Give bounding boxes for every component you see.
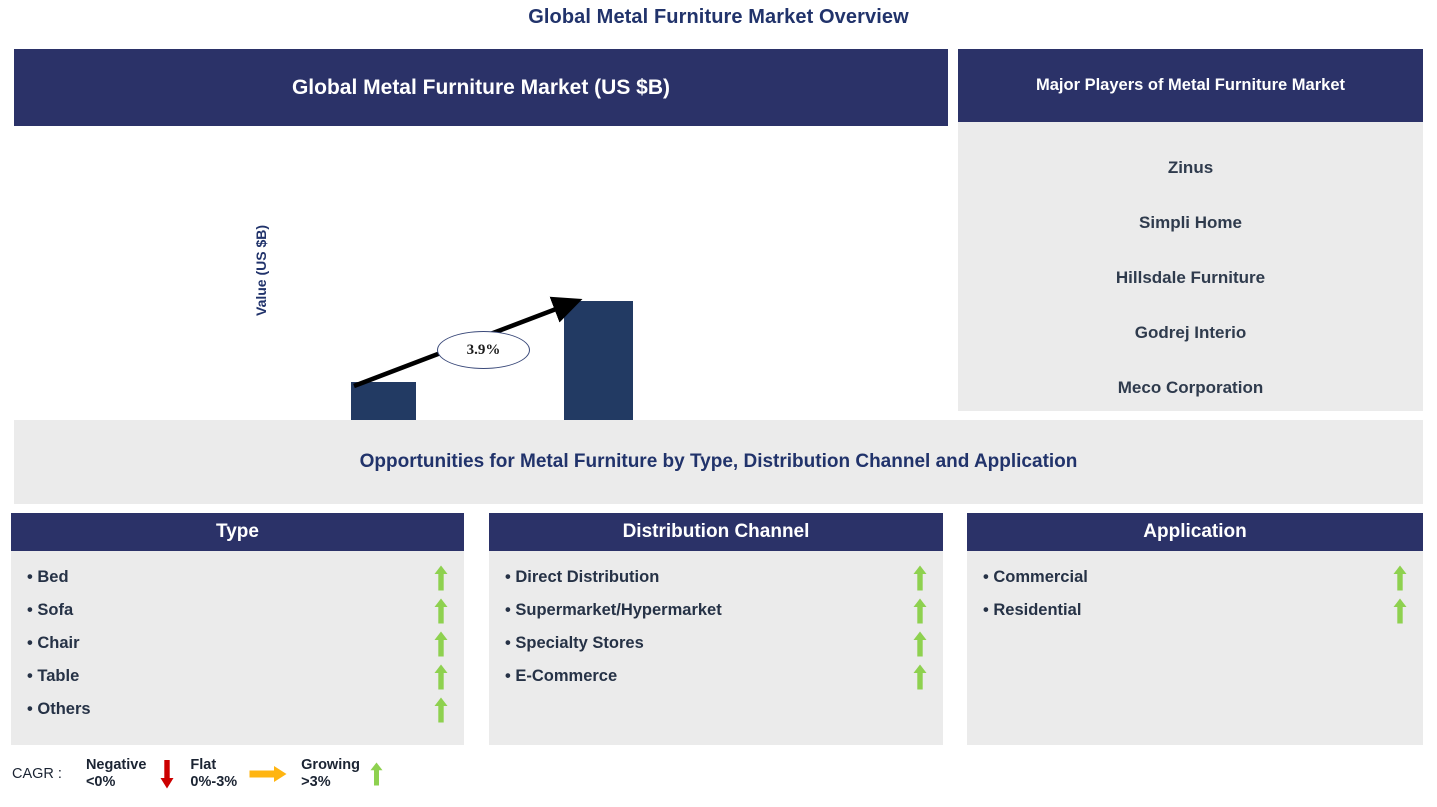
cagr-value: 3.9% [466, 341, 501, 358]
panel-type: Type Bed Sofa Chair Table Others [11, 513, 464, 745]
panel-application-body: Commercial Residential [967, 551, 1423, 745]
list-item: E-Commerce [505, 660, 927, 693]
trend-up-arrow-icon [913, 631, 927, 656]
panel-distribution-channel-header: Distribution Channel [489, 513, 943, 551]
list-item: Direct Distribution [505, 561, 927, 594]
panel-application-header: Application [967, 513, 1423, 551]
chart-header-label: Global Metal Furniture Market (US $B) [291, 75, 671, 99]
list-item-label: Residential [983, 601, 1081, 620]
chart-header: Global Metal Furniture Market (US $B) [14, 49, 948, 126]
panel-type-header: Type [11, 513, 464, 551]
trend-flat-arrow-icon [249, 765, 287, 782]
trend-up-arrow-icon [434, 565, 448, 590]
chart-y-axis-label: Value (US $B) [253, 224, 269, 316]
list-item: Residential [983, 594, 1407, 627]
market-chart-card: Global Metal Furniture Market (US $B) Va… [14, 49, 948, 483]
trend-up-arrow-icon [913, 565, 927, 590]
trend-up-arrow-icon [1393, 598, 1407, 623]
list-item: Supermarket/Hypermarket [505, 594, 927, 627]
list-item: Table [27, 660, 448, 693]
major-players-header-label: Major Players of Metal Furniture Market [1036, 75, 1345, 94]
list-item: Others [27, 693, 448, 726]
trend-up-arrow-icon [1393, 565, 1407, 590]
trend-up-arrow-icon [434, 697, 448, 722]
opportunities-banner-label: Opportunities for Metal Furniture by Typ… [359, 451, 1078, 472]
trend-up-arrow-icon [913, 664, 927, 689]
list-item: Sofa [27, 594, 448, 627]
panel-distribution-channel: Distribution Channel Direct Distribution… [489, 513, 943, 745]
list-item-label: Bed [27, 568, 68, 587]
trend-up-arrow-icon [434, 664, 448, 689]
cagr-legend-growing-label: Growing >3% [301, 757, 360, 790]
panel-distribution-channel-header-label: Distribution Channel [622, 521, 810, 542]
list-item: Specialty Stores [505, 627, 927, 660]
list-item-label: Specialty Stores [505, 634, 643, 653]
trend-up-arrow-icon [370, 762, 383, 786]
list-item: Simpli Home [1139, 212, 1242, 232]
list-item: Godrej Interio [1134, 322, 1247, 342]
list-item-label: Supermarket/Hypermarket [505, 601, 721, 620]
list-item-label: Direct Distribution [505, 568, 659, 587]
panel-type-body: Bed Sofa Chair Table Others [11, 551, 464, 745]
panel-type-header-label: Type [216, 521, 259, 542]
list-item: Bed [27, 561, 448, 594]
cagr-legend-growing: Growing >3% [301, 757, 383, 790]
cagr-legend-negative: Negative <0% [86, 757, 174, 790]
panel-application-header-label: Application [1143, 521, 1247, 542]
major-players-list: Zinus Simpli Home Hillsdale Furniture Go… [958, 122, 1423, 411]
major-players-card: Major Players of Metal Furniture Market … [958, 49, 1423, 411]
trend-up-arrow-icon [434, 598, 448, 623]
cagr-legend-negative-label: Negative <0% [85, 757, 147, 790]
opportunities-banner: Opportunities for Metal Furniture by Typ… [14, 420, 1423, 504]
page-title: Global Metal Furniture Market Overview [528, 6, 909, 28]
list-item: Hillsdale Furniture [1115, 267, 1266, 287]
major-players-header: Major Players of Metal Furniture Market [958, 49, 1423, 122]
cagr-legend: CAGR : Negative <0% Flat 0%-3% Growing >3% [12, 757, 383, 790]
list-item: Commercial [983, 561, 1407, 594]
list-item-label: Table [27, 667, 79, 686]
list-item-label: E-Commerce [505, 667, 617, 686]
list-item-label: Sofa [27, 601, 73, 620]
panel-application: Application Commercial Residential [967, 513, 1423, 745]
cagr-legend-flat: Flat 0%-3% [190, 757, 287, 790]
trend-up-arrow-icon [434, 631, 448, 656]
trend-down-arrow-icon [160, 759, 174, 789]
trend-up-arrow-icon [913, 598, 927, 623]
list-item: Meco Corporation [1117, 377, 1264, 397]
cagr-legend-title: CAGR : [12, 765, 62, 782]
list-item-label: Commercial [983, 568, 1087, 587]
cagr-legend-flat-label: Flat 0%-3% [190, 757, 238, 790]
list-item-label: Others [27, 700, 90, 719]
cagr-callout-bubble: 3.9% [437, 331, 530, 369]
list-item: Chair [27, 627, 448, 660]
chart-plot-area: Value (US $B) 2025 2031 3.9% Source : Lu… [14, 126, 948, 483]
list-item: Zinus [1167, 157, 1214, 177]
panel-distribution-channel-body: Direct Distribution Supermarket/Hypermar… [489, 551, 943, 745]
list-item-label: Chair [27, 634, 79, 653]
